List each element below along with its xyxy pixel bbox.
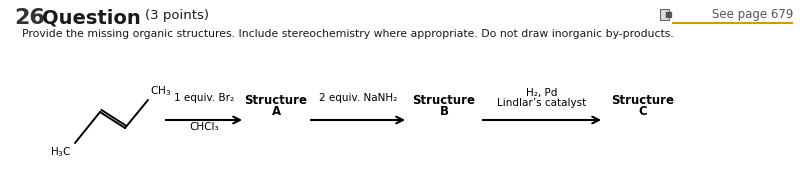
Text: 26: 26: [14, 8, 45, 28]
Text: Structure: Structure: [413, 94, 475, 107]
Text: Structure: Structure: [245, 94, 307, 107]
Text: ■: ■: [665, 10, 672, 19]
Text: Question: Question: [42, 8, 141, 27]
Text: Provide the missing organic structures. Include stereochemistry where appropriat: Provide the missing organic structures. …: [22, 29, 674, 39]
Text: H₂, Pd: H₂, Pd: [526, 88, 558, 98]
Text: A: A: [271, 105, 281, 118]
Text: B: B: [439, 105, 449, 118]
Text: See page 679: See page 679: [712, 8, 793, 21]
Text: (3 points): (3 points): [145, 9, 209, 22]
Text: 2 equiv. NaNH₂: 2 equiv. NaNH₂: [319, 93, 397, 103]
Text: CH$_3$: CH$_3$: [150, 84, 171, 98]
Text: Structure: Structure: [611, 94, 674, 107]
Text: 1 equiv. Br₂: 1 equiv. Br₂: [174, 93, 234, 103]
Text: CHCl₃: CHCl₃: [189, 122, 219, 132]
Text: C: C: [638, 105, 647, 118]
FancyBboxPatch shape: [660, 9, 669, 20]
Text: Lindlar’s catalyst: Lindlar’s catalyst: [498, 98, 586, 108]
Text: H$_3$C: H$_3$C: [50, 145, 72, 159]
